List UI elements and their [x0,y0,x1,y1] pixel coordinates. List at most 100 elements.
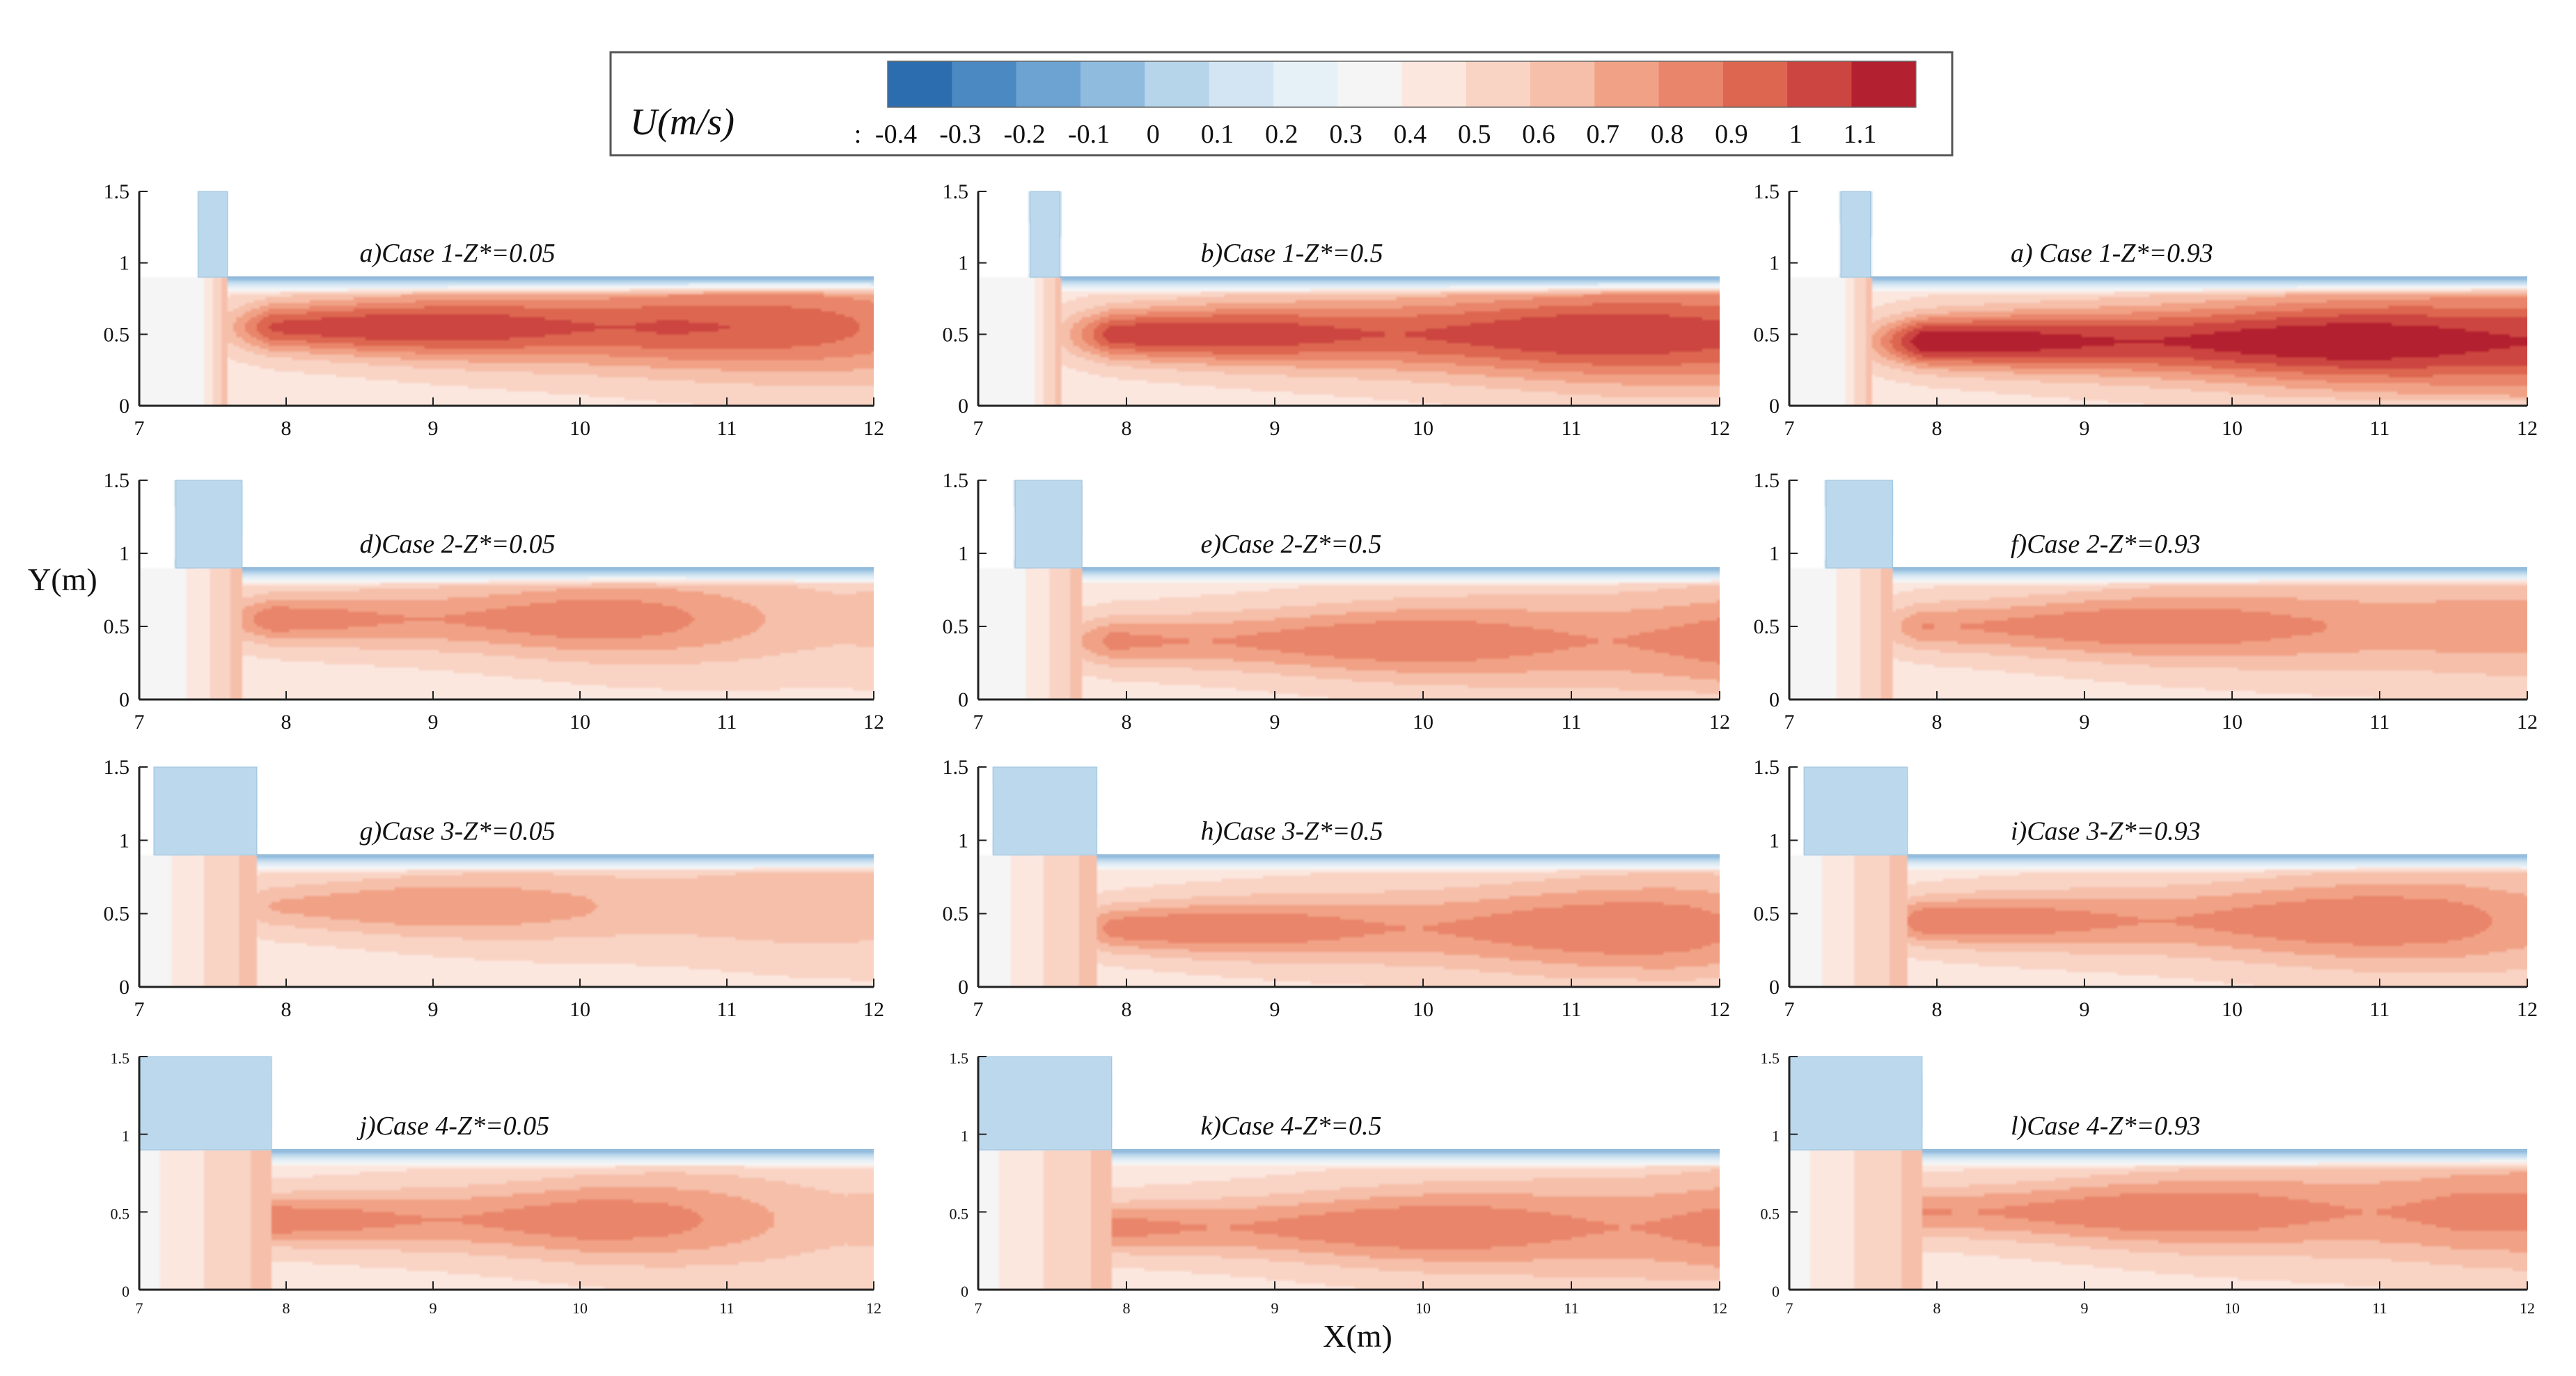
x-tick-label: 7 [1784,417,1795,440]
colorbar-swatch [1273,61,1338,107]
y-tick-label: 0 [119,395,129,418]
x-tick-label: 9 [428,417,439,440]
x-tick-label: 12 [866,1299,881,1317]
x-tick-label: 8 [1932,998,1942,1021]
panel-title: i)Case 3-Z*=0.93 [2011,816,2201,846]
velocity-field [1789,191,2527,406]
colorbar-tick-label: -0.3 [939,120,981,149]
sluice-gate [1014,480,1083,569]
y-tick-label: 0.5 [943,903,969,926]
panel-title: e)Case 2-Z*=0.5 [1201,530,1382,559]
y-tick-label: 0.5 [104,903,130,926]
sluice-gate [1825,480,1893,569]
contour-panel: 7 8 9 10 11 12 0 0.5 1 1.5 i)Case 3-Z*=0.93 [1754,756,2538,1021]
x-tick-label: 11 [717,417,737,440]
y-tick-label: 1.5 [950,1050,969,1067]
colorbar-swatch [1722,61,1788,107]
x-tick-label: 12 [2520,1299,2535,1317]
x-tick-label: 10 [1413,711,1434,734]
x-tick-label: 8 [1933,1299,1941,1317]
x-tick-label: 8 [1123,1299,1131,1317]
y-tick-label: 1.5 [943,180,969,203]
y-tick-label: 0.5 [104,323,130,346]
panel-title: a)Case 1-Z*=0.05 [360,239,556,268]
y-tick-label: 0.5 [943,615,969,638]
y-tick-label: 0 [1769,395,1780,418]
colorbar-swatch [1466,61,1531,107]
x-tick-label: 10 [1415,1299,1431,1317]
x-tick-label: 8 [1122,417,1132,440]
x-tick-label: 7 [1784,998,1795,1021]
x-tick-label: 11 [719,1299,734,1317]
y-tick-label: 1.5 [1761,1050,1780,1067]
x-tick-label: 9 [430,1299,437,1317]
colorbar-tick-label: 0.5 [1458,120,1491,149]
y-tick-label: 0.5 [1761,1205,1780,1222]
panel-title: a) Case 1-Z*=0.93 [2011,239,2213,268]
y-tick-label: 0 [1772,1283,1780,1300]
x-tick-label: 11 [1562,998,1582,1021]
colorbar-tick-label: 0.9 [1715,120,1748,149]
x-tick-label: 9 [2080,711,2090,734]
x-tick-label: 11 [1564,1299,1578,1317]
contour-panel: 7 8 9 10 11 12 0 0.5 1 1.5 e)Case 2-Z*=0.5 [943,469,1731,734]
colorbar-separator: : [854,120,862,149]
x-tick-label: 7 [973,998,984,1021]
x-tick-label: 10 [2222,711,2243,734]
sluice-gate [139,1056,272,1150]
velocity-field [139,191,874,406]
y-tick-label: 1 [958,542,968,565]
y-tick-label: 1.5 [111,1050,130,1067]
x-tick-label: 10 [2222,417,2243,440]
y-tick-label: 1 [958,829,968,852]
x-tick-label: 12 [2517,711,2538,734]
x-tick-label: 9 [1270,711,1280,734]
y-tick-label: 0 [122,1283,129,1300]
colorbar-tick-label: 0.1 [1201,120,1234,149]
y-tick-label: 0 [958,688,968,711]
colorbar-tick-label: 0.6 [1522,120,1555,149]
x-tick-label: 7 [134,417,145,440]
y-tick-label: 1.5 [943,756,969,779]
x-tick-label: 11 [1562,417,1582,440]
y-axis-label: Y(m) [28,562,97,597]
contour-panel: 7 8 9 10 11 12 0 0.5 1 1.5 k)Case 4-Z*=0.5 [950,1050,1728,1317]
y-tick-label: 0 [119,976,129,999]
x-tick-label: 10 [2224,1299,2240,1317]
colorbar-tick-label: -0.1 [1068,120,1110,149]
contour-panel: 7 8 9 10 11 12 0 0.5 1 1.5 h)Case 3-Z*=0.5 [943,756,1731,1021]
sluice-gate [977,1056,1113,1150]
panel-title: b)Case 1-Z*=0.5 [1201,239,1383,268]
x-tick-label: 8 [1932,417,1942,440]
colorbar-swatch [1209,61,1274,107]
contour-panel: 7 8 9 10 11 12 0 0.5 1 1.5 l)Case 4-Z*=0.93 [1761,1050,2536,1317]
colorbar-tick-label: 1.1 [1844,120,1877,149]
velocity-field [1789,480,2527,699]
y-tick-label: 0.5 [1754,903,1780,926]
colorbar-swatch [952,61,1017,107]
y-tick-label: 1 [1769,542,1780,565]
x-tick-label: 8 [283,1299,290,1317]
y-tick-label: 0 [961,1283,968,1300]
x-tick-label: 9 [428,711,439,734]
y-tick-label: 1.5 [1754,756,1780,779]
x-tick-label: 9 [1271,1299,1279,1317]
x-tick-label: 12 [2517,417,2538,440]
x-tick-label: 10 [2222,998,2243,1021]
colorbar-swatch [1145,61,1210,107]
x-axis-label: X(m) [1323,1318,1392,1354]
x-tick-label: 12 [1712,1299,1727,1317]
panel-title: k)Case 4-Z*=0.5 [1201,1112,1382,1141]
x-tick-label: 7 [1784,711,1795,734]
contour-panel: 7 8 9 10 11 12 0 0.5 1 1.5 a) Case 1-Z*=0.93 [1754,180,2538,440]
x-tick-label: 8 [281,998,292,1021]
y-tick-label: 0 [958,395,968,418]
sluice-gate [1789,1056,1923,1150]
x-tick-label: 10 [570,711,590,734]
panel-title: j)Case 4-Z*=0.05 [356,1112,550,1141]
x-tick-label: 7 [973,417,984,440]
colorbar-tick-label: -0.2 [1004,120,1046,149]
y-tick-label: 1 [958,252,968,275]
contour-panel: 7 8 9 10 11 12 0 0.5 1 1.5 a)Case 1-Z*=0.05 [104,180,885,440]
x-tick-label: 9 [2080,417,2090,440]
